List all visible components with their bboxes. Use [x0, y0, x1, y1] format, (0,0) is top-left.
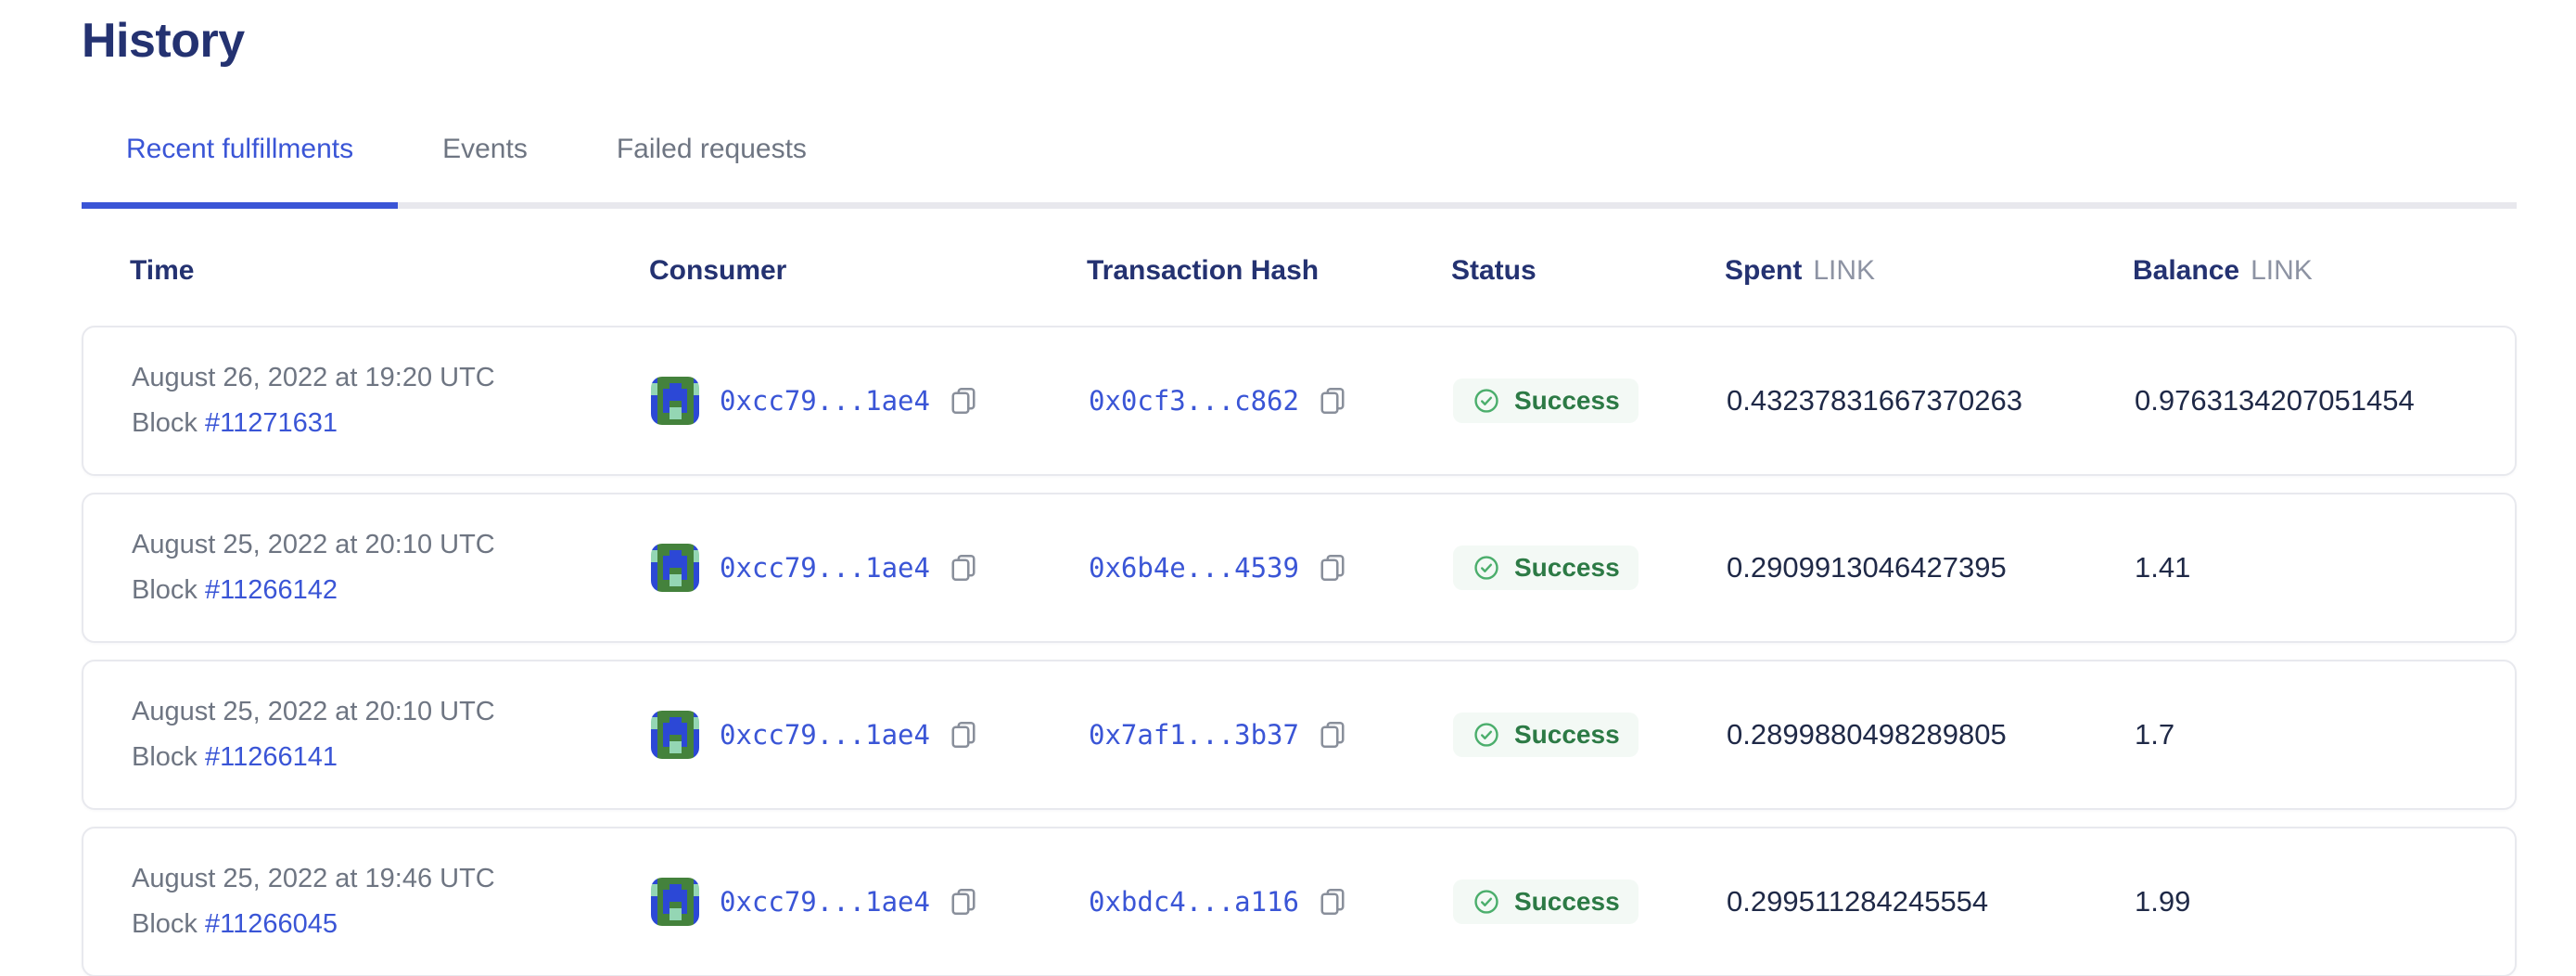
time-cell: August 25, 2022 at 19:46 UTC Block #1126… — [132, 856, 651, 947]
check-circle-icon — [1474, 556, 1498, 580]
table-row: August 25, 2022 at 20:10 UTC Block #1126… — [82, 660, 2517, 810]
tab-bar: Recent fulfillments Events Failed reques… — [82, 134, 2517, 209]
row-date: August 26, 2022 at 19:20 UTC — [132, 363, 495, 392]
table-body: August 26, 2022 at 19:20 UTC Block #1127… — [82, 326, 2517, 976]
tab-events[interactable]: Events — [398, 134, 572, 209]
check-circle-icon — [1474, 389, 1498, 413]
copy-icon[interactable] — [947, 384, 980, 417]
col-header-consumer: Consumer — [649, 255, 787, 286]
check-circle-icon — [1474, 723, 1498, 747]
row-block: Block #11271631 — [132, 401, 651, 446]
col-header-spent: Spent LINK — [1725, 255, 2133, 287]
copy-icon[interactable] — [1316, 885, 1349, 918]
consumer-identicon — [651, 377, 699, 425]
consumer-address-link[interactable]: 0xcc79...1ae4 — [720, 886, 930, 918]
consumer-identicon — [651, 711, 699, 759]
balance-value: 1.41 — [2135, 551, 2191, 584]
status-badge: Success — [1453, 880, 1639, 924]
copy-icon[interactable] — [947, 885, 980, 918]
table-row: August 26, 2022 at 19:20 UTC Block #1127… — [82, 326, 2517, 476]
row-date: August 25, 2022 at 19:46 UTC — [132, 864, 495, 893]
transaction-hash-link[interactable]: 0x0cf3...c862 — [1089, 385, 1299, 417]
page-title: History — [82, 14, 245, 68]
transaction-hash-cell: 0x7af1...3b37 — [1089, 718, 1453, 751]
consumer-cell: 0xcc79...1ae4 — [651, 544, 1089, 592]
status-cell: Success — [1453, 713, 1727, 757]
spent-value: 0.2909913046427395 — [1727, 551, 2007, 584]
copy-icon[interactable] — [947, 551, 980, 584]
block-label: Block — [132, 742, 198, 772]
spent-unit-label: LINK — [1813, 255, 1876, 286]
block-number-link[interactable]: #11266045 — [204, 909, 338, 939]
balance-value: 1.99 — [2135, 885, 2191, 918]
status-cell: Success — [1453, 546, 1727, 590]
col-header-status: Status — [1451, 255, 1537, 286]
tab-failed-requests[interactable]: Failed requests — [572, 134, 851, 209]
spent-value: 0.2899880498289805 — [1727, 718, 2007, 751]
consumer-cell: 0xcc79...1ae4 — [651, 711, 1089, 759]
row-date: August 25, 2022 at 20:10 UTC — [132, 530, 495, 559]
status-label: Success — [1514, 887, 1620, 916]
col-header-balance-label: Balance — [2133, 255, 2240, 286]
status-cell: Success — [1453, 379, 1727, 423]
balance-value: 1.7 — [2135, 718, 2175, 751]
consumer-address-link[interactable]: 0xcc79...1ae4 — [720, 552, 930, 584]
col-header-transaction-hash: Transaction Hash — [1087, 255, 1320, 286]
consumer-identicon — [651, 878, 699, 926]
spent-value: 0.43237831667370263 — [1727, 384, 2022, 417]
transaction-hash-cell: 0x0cf3...c862 — [1089, 384, 1453, 417]
status-badge: Success — [1453, 713, 1639, 757]
table-row: August 25, 2022 at 19:46 UTC Block #1126… — [82, 827, 2517, 976]
table-header: Time Consumer Transaction Hash Status Sp… — [82, 255, 2517, 287]
status-badge: Success — [1453, 379, 1639, 423]
copy-icon[interactable] — [947, 718, 980, 751]
transaction-hash-cell: 0x6b4e...4539 — [1089, 551, 1453, 584]
transaction-hash-link[interactable]: 0x7af1...3b37 — [1089, 719, 1299, 751]
copy-icon[interactable] — [1316, 718, 1349, 751]
row-date: August 25, 2022 at 20:10 UTC — [132, 697, 495, 726]
tab-label: Events — [442, 134, 528, 164]
block-label: Block — [132, 909, 198, 939]
col-header-spent-label: Spent — [1725, 255, 1803, 286]
balance-unit-label: LINK — [2251, 255, 2313, 286]
spent-value: 0.299511284245554 — [1727, 885, 1989, 918]
status-label: Success — [1514, 553, 1620, 582]
time-cell: August 25, 2022 at 20:10 UTC Block #1126… — [132, 522, 651, 613]
block-number-link[interactable]: #11271631 — [204, 408, 338, 438]
consumer-identicon — [651, 544, 699, 592]
balance-value: 0.9763134207051454 — [2135, 384, 2415, 417]
tab-label: Failed requests — [616, 134, 807, 164]
block-number-link[interactable]: #11266142 — [204, 575, 338, 605]
status-badge: Success — [1453, 546, 1639, 590]
tab-label: Recent fulfillments — [126, 134, 354, 164]
block-label: Block — [132, 575, 198, 605]
col-header-time: Time — [130, 255, 195, 286]
tab-recent-fulfillments[interactable]: Recent fulfillments — [82, 134, 399, 209]
consumer-cell: 0xcc79...1ae4 — [651, 377, 1089, 425]
consumer-cell: 0xcc79...1ae4 — [651, 878, 1089, 926]
transaction-hash-cell: 0xbdc4...a116 — [1089, 885, 1453, 918]
block-number-link[interactable]: #11266141 — [204, 742, 338, 772]
time-cell: August 26, 2022 at 19:20 UTC Block #1127… — [132, 355, 651, 446]
transaction-hash-link[interactable]: 0x6b4e...4539 — [1089, 552, 1299, 584]
consumer-address-link[interactable]: 0xcc79...1ae4 — [720, 385, 930, 417]
col-header-balance: Balance LINK — [2133, 255, 2517, 287]
row-block: Block #11266141 — [132, 735, 651, 780]
check-circle-icon — [1474, 890, 1498, 914]
status-label: Success — [1514, 386, 1620, 415]
status-cell: Success — [1453, 880, 1727, 924]
time-cell: August 25, 2022 at 20:10 UTC Block #1126… — [132, 689, 651, 780]
copy-icon[interactable] — [1316, 384, 1349, 417]
status-label: Success — [1514, 720, 1620, 749]
consumer-address-link[interactable]: 0xcc79...1ae4 — [720, 719, 930, 751]
block-label: Block — [132, 408, 198, 438]
transaction-hash-link[interactable]: 0xbdc4...a116 — [1089, 886, 1299, 918]
table-row: August 25, 2022 at 20:10 UTC Block #1126… — [82, 493, 2517, 643]
row-block: Block #11266045 — [132, 902, 651, 947]
copy-icon[interactable] — [1316, 551, 1349, 584]
row-block: Block #11266142 — [132, 568, 651, 613]
